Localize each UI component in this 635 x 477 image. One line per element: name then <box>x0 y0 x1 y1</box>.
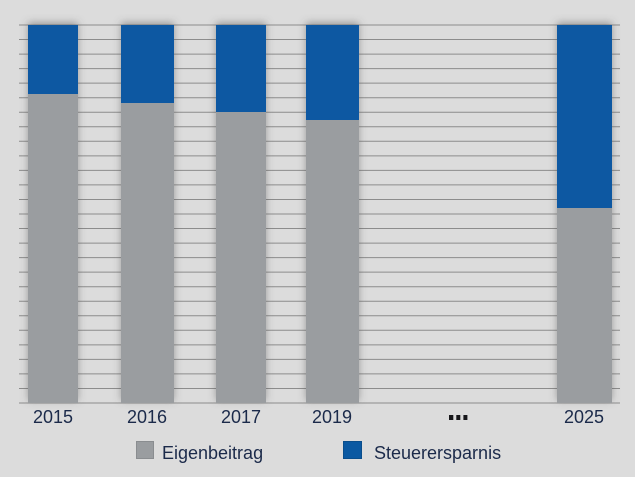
svg-text:2017: 2017 <box>221 407 261 427</box>
svg-text:2016: 2016 <box>127 407 167 427</box>
svg-text:2019: 2019 <box>312 407 352 427</box>
svg-text:Eigenbeitrag: Eigenbeitrag <box>162 443 263 463</box>
svg-text:2015: 2015 <box>33 407 73 427</box>
svg-text:Steuerersparnis: Steuerersparnis <box>374 443 501 463</box>
svg-text:2025: 2025 <box>564 407 604 427</box>
